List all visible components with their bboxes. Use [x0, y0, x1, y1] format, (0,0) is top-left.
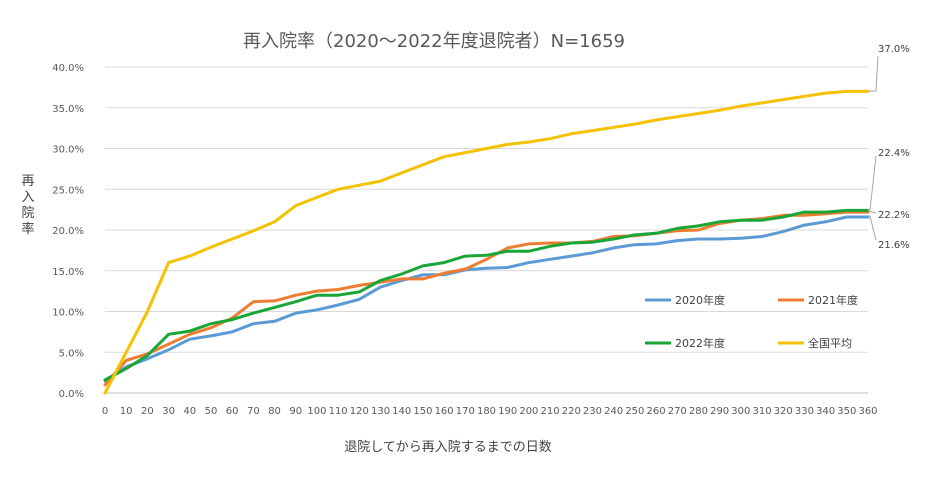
y-axis-label-char: 率 — [21, 221, 34, 237]
x-tick-label: 130 — [371, 406, 390, 417]
x-tick-label: 100 — [307, 406, 326, 417]
y-tick-label: 25.0% — [52, 185, 84, 196]
x-tick-label: 50 — [205, 406, 218, 417]
callout-label: 37.0% — [878, 44, 910, 55]
callout-label: 21.6% — [878, 240, 910, 251]
y-tick-label: 10.0% — [52, 308, 84, 319]
legend-label: 2022年度 — [675, 336, 725, 350]
y-tick-label: 15.0% — [52, 267, 84, 278]
x-tick-label: 320 — [774, 406, 793, 417]
x-tick-label: 180 — [477, 406, 496, 417]
x-tick-label: 30 — [162, 406, 175, 417]
x-tick-label: 0 — [102, 406, 108, 417]
y-tick-label: 35.0% — [52, 104, 84, 115]
x-tick-label: 300 — [731, 406, 750, 417]
x-axis-label: 退院してから再入院するまでの日数 — [344, 440, 552, 455]
x-tick-label: 280 — [689, 406, 708, 417]
series-line-3 — [103, 89, 870, 395]
x-tick-label: 200 — [519, 406, 538, 417]
x-tick-label: 290 — [710, 406, 729, 417]
y-tick-label: 30.0% — [52, 145, 84, 156]
y-tick-label: 40.0% — [52, 63, 84, 74]
x-axis-ticks: 0 10 20 30 40 50 60 70 80 90 100 110 120 130 140 150 160… — [102, 406, 878, 417]
gridlines — [105, 66, 868, 394]
x-tick-label: 360 — [858, 406, 877, 417]
legend-label: 2020年度 — [675, 293, 725, 307]
x-tick-label: 120 — [350, 406, 369, 417]
x-tick-label: 330 — [795, 406, 814, 417]
end-callouts: 37.0% 22.4% 22.2% 21.6% — [867, 44, 910, 251]
x-tick-label: 190 — [498, 406, 517, 417]
x-tick-label: 140 — [392, 406, 411, 417]
series-line-2 — [103, 208, 870, 382]
x-tick-label: 170 — [456, 406, 475, 417]
chart-title: 再入院率（2020～2022年度退院者）N=1659 — [243, 31, 625, 52]
legend: 2020年度 2021年度 2022年度 全国平均 — [645, 293, 858, 350]
x-tick-label: 310 — [752, 406, 771, 417]
x-tick-label: 230 — [583, 406, 602, 417]
x-tick-label: 210 — [541, 406, 560, 417]
y-axis-label: 再入院率 — [21, 174, 34, 237]
x-tick-label: 350 — [837, 406, 856, 417]
callout-leader — [867, 210, 877, 214]
y-axis-ticks: 0.0% 5.0% 10.0% 15.0% 20.0% 25.0% 30.0% 35.0% 40… — [52, 63, 84, 400]
x-tick-label: 60 — [226, 406, 239, 417]
x-tick-label: 270 — [668, 406, 687, 417]
x-tick-label: 250 — [625, 406, 644, 417]
series-line-0 — [103, 215, 870, 383]
x-tick-label: 110 — [329, 406, 348, 417]
legend-label: 全国平均 — [808, 336, 852, 350]
x-tick-label: 260 — [647, 406, 666, 417]
x-tick-label: 10 — [120, 406, 133, 417]
x-tick-label: 220 — [562, 406, 581, 417]
x-tick-label: 150 — [413, 406, 432, 417]
x-tick-label: 340 — [816, 406, 835, 417]
x-tick-label: 80 — [268, 406, 281, 417]
x-tick-label: 70 — [247, 406, 260, 417]
legend-label: 2021年度 — [808, 293, 858, 307]
y-axis-label-char: 院 — [21, 206, 34, 221]
x-tick-label: 240 — [604, 406, 623, 417]
callout-leader — [868, 155, 877, 211]
y-axis-label-char: 入 — [21, 190, 34, 205]
callout-leader — [868, 55, 879, 92]
y-axis-label-char: 再 — [21, 174, 34, 189]
callout-leader — [868, 215, 877, 241]
callout-label: 22.2% — [878, 210, 910, 221]
x-tick-label: 20 — [141, 406, 154, 417]
y-tick-label: 5.0% — [59, 348, 84, 359]
x-tick-label: 160 — [435, 406, 454, 417]
callout-label: 22.4% — [878, 148, 910, 159]
x-tick-label: 40 — [183, 406, 196, 417]
x-tick-label: 90 — [289, 406, 302, 417]
y-tick-label: 0.0% — [59, 389, 84, 400]
y-tick-label: 20.0% — [52, 226, 84, 237]
series-lines — [103, 89, 870, 395]
